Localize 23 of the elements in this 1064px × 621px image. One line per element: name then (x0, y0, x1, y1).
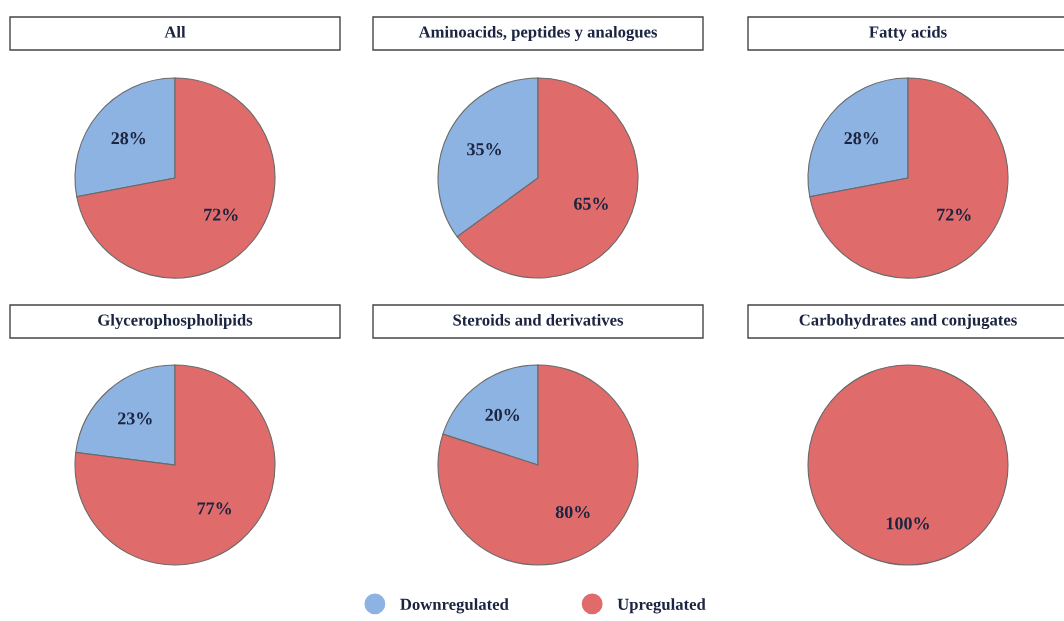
legend-label: Downregulated (400, 598, 509, 614)
data-label: 20% (485, 408, 520, 422)
data-label: 23% (118, 412, 152, 425)
pie-slice (74, 364, 276, 566)
data-label: 28% (111, 132, 146, 145)
chart-title: Glycerophospholipids (98, 313, 253, 330)
data-label: 72% (937, 208, 971, 221)
data-label: 35% (467, 143, 501, 156)
pie-slice (76, 77, 276, 279)
chart-title: Carbohydrates and conjugates (799, 313, 1017, 330)
data-label: 80% (555, 505, 590, 519)
pie-slice (437, 364, 639, 566)
data-label: 28% (844, 132, 879, 145)
data-label: 65% (574, 197, 608, 210)
legend-label: Upregulated (617, 598, 706, 614)
data-label: 77% (197, 502, 232, 515)
chart-title: Fatty acids (869, 25, 947, 42)
data-label: 100% (886, 517, 929, 530)
chart-title: Aminoacids, peptides y analogues (418, 25, 658, 42)
chart-title: All (164, 25, 186, 38)
data-label: 72% (204, 208, 238, 221)
pie-slice (809, 77, 1009, 279)
chart-title: Steroids and derivatives (453, 313, 624, 326)
